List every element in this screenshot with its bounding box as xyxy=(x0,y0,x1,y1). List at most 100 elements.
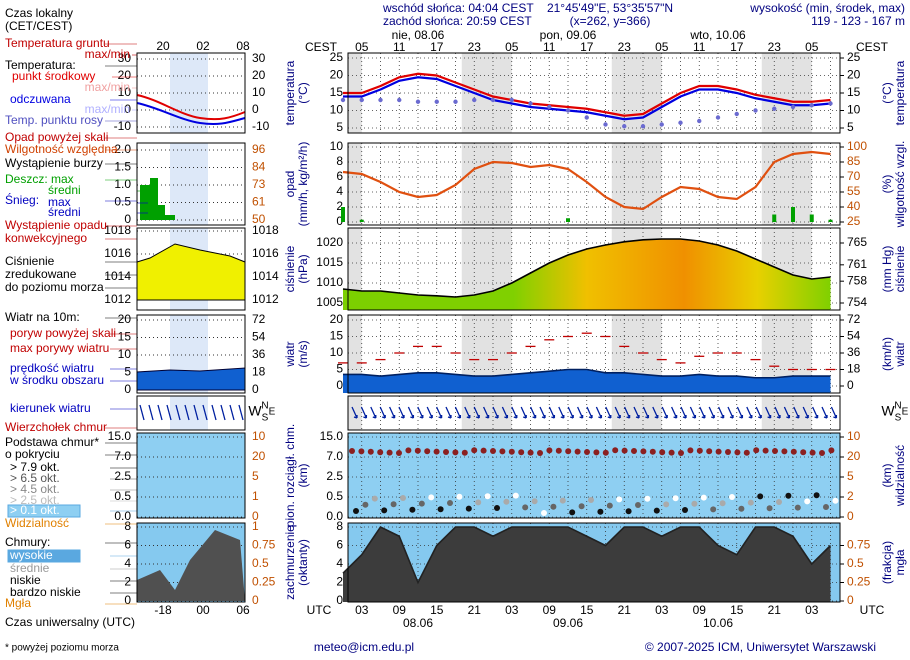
y2-tick-label: 36 xyxy=(847,345,861,359)
cloud-top-dot xyxy=(396,450,402,456)
mini-tick-left: 8 xyxy=(124,519,131,533)
local-hour: 11 xyxy=(393,40,406,54)
cloud-base-dot xyxy=(447,500,453,506)
utc-hour: 03 xyxy=(505,603,519,617)
mini-wind-arrow xyxy=(175,404,181,421)
day-label: pon, 09.06 xyxy=(540,28,597,42)
mini-tick-left: 2.5 xyxy=(114,469,131,483)
cloud-top-dot xyxy=(753,447,760,454)
series-line xyxy=(343,76,831,121)
wind-arrow xyxy=(454,406,462,419)
compass-letter: E xyxy=(902,407,909,418)
area-outline xyxy=(342,238,831,298)
mini-wind-arrow xyxy=(238,404,244,421)
cloud-top-dot xyxy=(461,449,468,456)
area-fill xyxy=(343,239,831,310)
cloud-base-dot xyxy=(456,493,463,500)
axis-title: opad xyxy=(283,171,297,198)
cloud-top-dot xyxy=(518,449,525,456)
cloud-top-dot xyxy=(809,449,816,456)
utc-label: UTC xyxy=(860,603,885,617)
wind-arrow xyxy=(586,406,593,419)
mini-tick-right: 20 xyxy=(252,449,266,463)
mini-tick-left: 15.0 xyxy=(108,429,132,443)
cloud-base-dot xyxy=(484,493,491,500)
y2-tick-label: 25 xyxy=(847,50,861,64)
utc-hour: 03 xyxy=(355,603,369,617)
cloud-top-dot xyxy=(527,449,534,456)
y2-tick-label: 761 xyxy=(847,257,867,271)
sunset: zachód słońca: 20:59 CEST xyxy=(383,14,532,28)
mini-tick-right: 1018 xyxy=(252,223,279,237)
axis2-title: widzialność xyxy=(893,445,907,507)
y-tick-label: 8 xyxy=(336,154,343,168)
mini-panel-frame xyxy=(136,227,246,311)
utc-label: UTC xyxy=(307,603,332,617)
dew-point xyxy=(547,104,552,110)
dew-point xyxy=(678,120,683,125)
cloud-top-dot xyxy=(668,449,675,456)
local-hour: 17 xyxy=(580,40,594,54)
mini-tick-right: 72 xyxy=(252,312,266,326)
axis-title: (km) xyxy=(296,464,310,488)
wind-arrow xyxy=(812,406,819,419)
local-time-caption: (CET/CEST) xyxy=(5,19,72,33)
y2-tick-label: 25 xyxy=(847,214,861,228)
legend-label: max porywy wiatru xyxy=(10,341,109,355)
cloud-base-dot xyxy=(719,500,726,507)
panel-bg xyxy=(348,433,840,518)
mini-panel-frame xyxy=(136,432,246,519)
y2-tick-label: 55 xyxy=(847,184,861,198)
email: meteo@icm.edu.pl xyxy=(314,640,414,654)
cloud-base-dot xyxy=(578,503,585,510)
mini-top-hour: 02 xyxy=(196,39,210,53)
mini-tick-left: 2.0 xyxy=(114,142,131,156)
date-label: 10.06 xyxy=(703,616,733,630)
wind-arrow xyxy=(830,406,838,419)
legend-label: Wiatr na 10m: xyxy=(5,310,80,324)
wind-arrow xyxy=(398,406,405,419)
y-tick-label: 5 xyxy=(336,362,343,376)
sunrise: wschód słońca: 04:04 CEST xyxy=(382,1,534,15)
mini-cloud-sample xyxy=(137,530,245,601)
legend-label: w środku obszaru xyxy=(9,373,104,387)
mini-panel-frame xyxy=(136,52,246,134)
cloud-top-dot xyxy=(584,449,590,455)
backgrounds xyxy=(137,53,840,602)
axis-title: pion. rozciągł. chm. xyxy=(283,424,297,527)
mini-rain-sample xyxy=(140,178,175,220)
legend-label: średnie xyxy=(10,561,50,575)
cloud-base-dot xyxy=(503,498,510,505)
y2-tick-label: 0.5 xyxy=(847,556,864,570)
mini-wind-arrow xyxy=(157,404,163,421)
wind-arrow xyxy=(727,406,734,419)
day-label: wto, 10.06 xyxy=(689,28,746,42)
night-band xyxy=(348,315,362,393)
local-hour: 05 xyxy=(655,40,669,54)
utc-hour: 21 xyxy=(618,603,632,617)
local-hour: 11 xyxy=(543,40,556,54)
cloud-top-dot xyxy=(386,449,393,456)
cloud-top-dot xyxy=(593,449,600,456)
mini-tick-left: 4 xyxy=(124,556,131,570)
mini-tick-left: 10 xyxy=(118,85,132,99)
panel-frame xyxy=(347,227,841,311)
utc-hour: 21 xyxy=(468,603,482,617)
mini-tick-left: 1016 xyxy=(104,246,131,260)
mini-tick-right: 0 xyxy=(252,509,259,523)
cloud-top-dot xyxy=(725,449,731,455)
cloud-base-dot xyxy=(804,498,811,505)
y2-tick-label: 85 xyxy=(847,154,861,168)
cloud-base-dot xyxy=(700,494,707,501)
y2-tick-label: 5 xyxy=(847,469,854,483)
compass-letter: S xyxy=(262,413,269,424)
cloud-top-dot xyxy=(565,448,572,455)
grid-point: (x=262, y=366) xyxy=(570,14,651,28)
legend-label: Temperatura gruntu xyxy=(5,36,110,50)
local-hour: 23 xyxy=(768,40,782,54)
cloud-base-dot xyxy=(550,503,557,510)
legend-label: Wierzchołek chmur xyxy=(5,420,107,434)
legend-label: Śnieg: xyxy=(5,192,39,207)
area-fill xyxy=(343,527,831,602)
mini-tick-right: 0 xyxy=(252,102,259,116)
